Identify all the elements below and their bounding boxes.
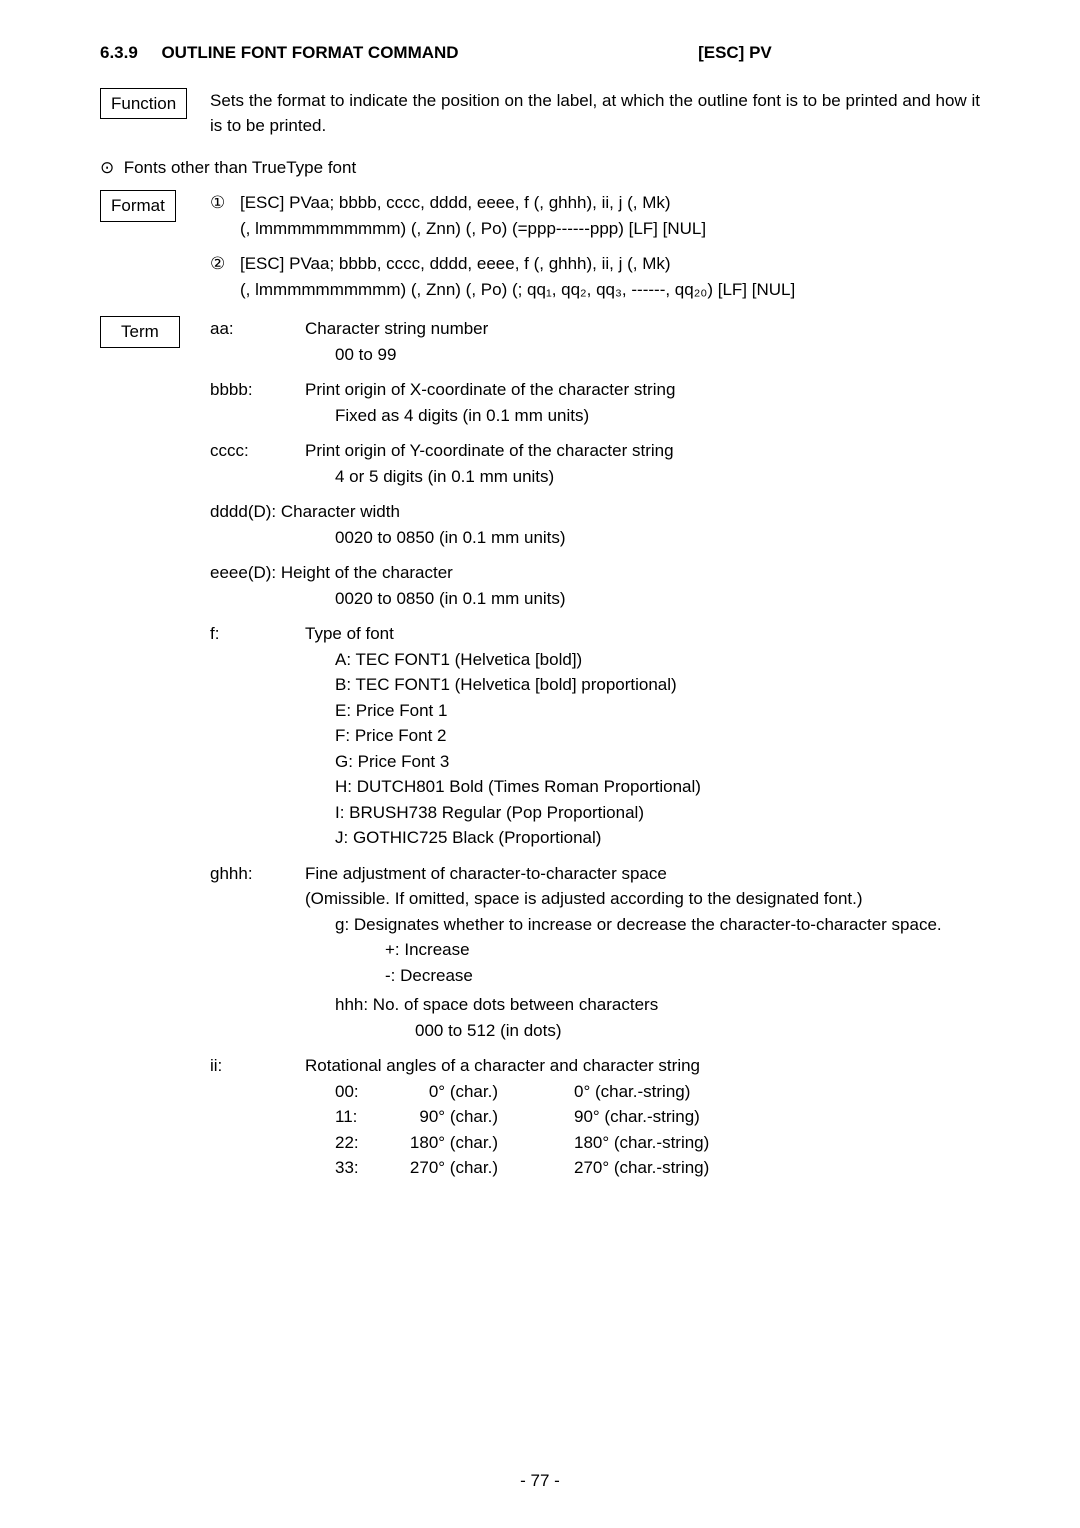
rot-str: 270° (char.-string): [574, 1155, 717, 1181]
term-ghhh-title: Fine adjustment of character-to-characte…: [305, 861, 980, 887]
rot-code: 33:: [335, 1155, 388, 1181]
section-command: [ESC] PV: [698, 43, 772, 62]
term-aa: Term aa: Character string number 00 to 9…: [100, 316, 980, 367]
term-f-H: H: DUTCH801 Bold (Times Roman Proportion…: [335, 774, 980, 800]
term-cccc: cccc: Print origin of Y-coordinate of th…: [100, 438, 980, 489]
term-ghhh: ghhh: Fine adjustment of character-to-ch…: [100, 861, 980, 1044]
term-bbbb-key: bbbb:: [210, 377, 305, 403]
term-aa-key: aa:: [210, 316, 305, 342]
format-item2-num: ②: [210, 251, 240, 277]
term-bbbb: bbbb: Print origin of X-coordinate of th…: [100, 377, 980, 428]
format-item2-line2: (, lmmmmmmmmmm) (, Znn) (, Po) (; qq₁, q…: [240, 277, 980, 303]
term-bbbb-detail: Fixed as 4 digits (in 0.1 mm units): [305, 403, 980, 429]
term-cccc-key: cccc:: [210, 438, 305, 464]
term-ghhh-plus: +: Increase: [385, 937, 980, 963]
rotation-table: 00: 0° (char.) 0° (char.-string) 11: 90°…: [335, 1079, 717, 1181]
term-dddd-title: dddd(D): Character width: [210, 499, 980, 525]
rot-str: 180° (char.-string): [574, 1130, 717, 1156]
rot-char: 180° (char.): [388, 1130, 506, 1156]
rot-code: 11:: [335, 1104, 388, 1130]
page-number: - 77 -: [0, 1468, 1080, 1494]
term-f-key: f:: [210, 621, 305, 647]
term-eeee-detail: 0020 to 0850 (in 0.1 mm units): [210, 586, 980, 612]
term-ghhh-hhh-title: hhh: No. of space dots between character…: [305, 992, 980, 1018]
section-heading: 6.3.9 OUTLINE FONT FORMAT COMMAND [ESC] …: [100, 40, 980, 66]
function-row: Function Sets the format to indicate the…: [100, 88, 980, 139]
term-f-A: A: TEC FONT1 (Helvetica [bold]): [335, 647, 980, 673]
term-aa-title: Character string number: [305, 316, 980, 342]
term-f-I: I: BRUSH738 Regular (Pop Proportional): [335, 800, 980, 826]
function-text: Sets the format to indicate the position…: [210, 88, 980, 139]
function-label: Function: [100, 88, 187, 120]
term-f-B: B: TEC FONT1 (Helvetica [bold] proportio…: [335, 672, 980, 698]
term-ghhh-key: ghhh:: [210, 861, 305, 887]
rot-code: 22:: [335, 1130, 388, 1156]
format-item1-line1: [ESC] PVaa; bbbb, cccc, dddd, eeee, f (,…: [240, 190, 980, 216]
term-ii: ii: Rotational angles of a character and…: [100, 1053, 980, 1181]
circled-dot-icon: ⊙: [100, 158, 114, 177]
format-label: Format: [100, 190, 176, 222]
table-row: 11: 90° (char.) 90° (char.-string): [335, 1104, 717, 1130]
term-ghhh-hhh-range: 000 to 512 (in dots): [305, 1018, 980, 1044]
term-eeee-title: eeee(D): Height of the character: [210, 560, 980, 586]
fonts-heading: ⊙ Fonts other than TrueType font: [100, 155, 980, 181]
term-ghhh-omissible: (Omissible. If omitted, space is adjuste…: [305, 886, 980, 912]
format-item2-line1: [ESC] PVaa; bbbb, cccc, dddd, eeee, f (,…: [240, 251, 980, 277]
term-ii-key: ii:: [210, 1053, 305, 1079]
term-f-G: G: Price Font 3: [335, 749, 980, 775]
format-item1-line2: (, lmmmmmmmmmm) (, Znn) (, Po) (=ppp----…: [240, 216, 980, 242]
term-aa-range: 00 to 99: [305, 342, 980, 368]
section-number: 6.3.9: [100, 43, 138, 62]
term-eeee: eeee(D): Height of the character 0020 to…: [100, 560, 980, 611]
term-f-title: Type of font: [305, 621, 980, 647]
fonts-heading-text: Fonts other than TrueType font: [124, 158, 356, 177]
term-f-F: F: Price Font 2: [335, 723, 980, 749]
term-f-J: J: GOTHIC725 Black (Proportional): [335, 825, 980, 851]
table-row: 00: 0° (char.) 0° (char.-string): [335, 1079, 717, 1105]
table-row: 33: 270° (char.) 270° (char.-string): [335, 1155, 717, 1181]
term-ghhh-minus: -: Decrease: [385, 963, 980, 989]
rot-code: 00:: [335, 1079, 388, 1105]
term-label: Term: [100, 316, 180, 348]
term-cccc-detail: 4 or 5 digits (in 0.1 mm units): [305, 464, 980, 490]
format-item1-num: ①: [210, 190, 240, 216]
rot-str: 90° (char.-string): [574, 1104, 717, 1130]
term-f: f: Type of font A: TEC FONT1 (Helvetica …: [100, 621, 980, 851]
term-f-E: E: Price Font 1: [335, 698, 980, 724]
term-ghhh-g: g: Designates whether to increase or dec…: [305, 912, 980, 938]
term-ii-title: Rotational angles of a character and cha…: [305, 1053, 980, 1079]
term-dddd-detail: 0020 to 0850 (in 0.1 mm units): [210, 525, 980, 551]
term-cccc-title: Print origin of Y-coordinate of the char…: [305, 438, 980, 464]
format-row-1: Format ① [ESC] PVaa; bbbb, cccc, dddd, e…: [100, 190, 980, 241]
term-bbbb-title: Print origin of X-coordinate of the char…: [305, 377, 980, 403]
section-title-text: OUTLINE FONT FORMAT COMMAND: [161, 43, 458, 62]
rot-str: 0° (char.-string): [574, 1079, 717, 1105]
table-row: 22: 180° (char.) 180° (char.-string): [335, 1130, 717, 1156]
rot-char: 270° (char.): [388, 1155, 506, 1181]
term-dddd: dddd(D): Character width 0020 to 0850 (i…: [100, 499, 980, 550]
format-row-2: ② [ESC] PVaa; bbbb, cccc, dddd, eeee, f …: [100, 251, 980, 302]
rot-char: 90° (char.): [388, 1104, 506, 1130]
rot-char: 0° (char.): [388, 1079, 506, 1105]
